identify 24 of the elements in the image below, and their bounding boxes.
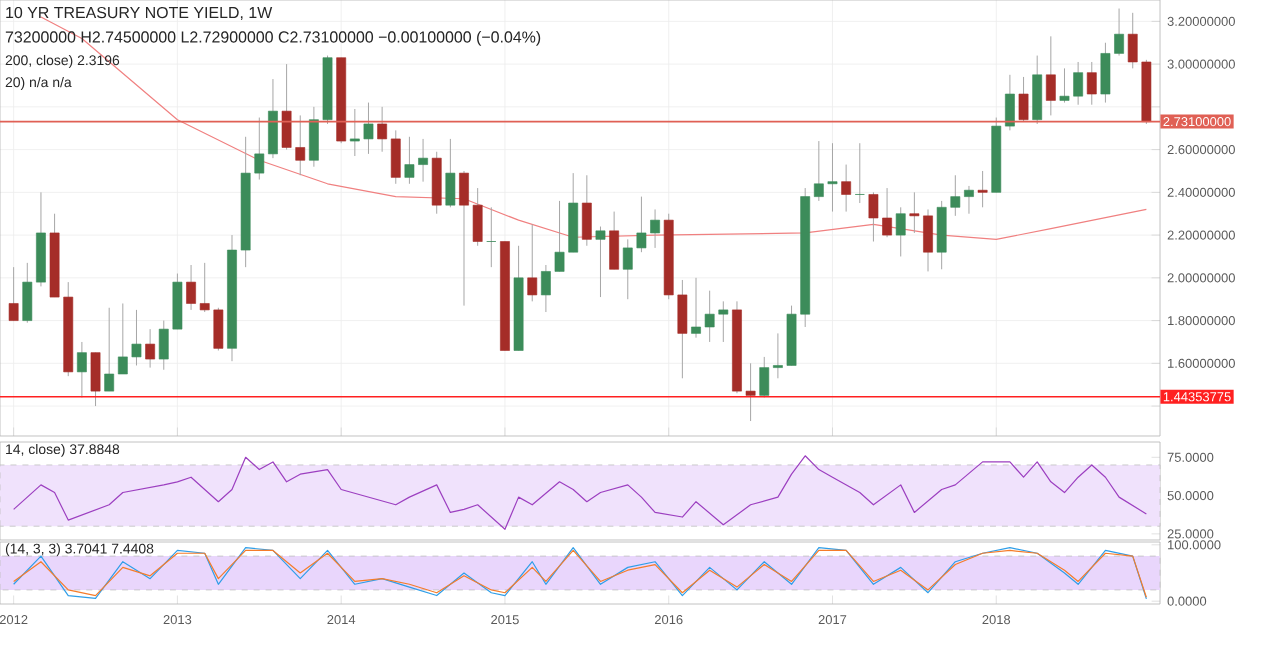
candlestick [1086,61,1097,106]
candlestick [445,138,456,208]
candlestick [977,170,988,208]
candlestick [90,352,101,407]
candlestick [77,341,87,399]
candlestick [595,226,606,298]
candlestick [1005,74,1015,131]
candlestick [527,223,538,302]
candlestick [377,106,388,153]
candlestick [581,174,592,247]
candlestick [609,211,620,270]
candlestick [841,164,852,213]
candlestick [1032,55,1043,125]
candlestick [145,328,155,369]
candlestick [1045,35,1056,116]
candlestick [895,206,906,257]
candlestick [759,356,770,399]
candlestick [431,151,442,215]
candlestick [486,206,497,268]
candlestick [8,266,19,322]
candlestick [854,142,865,204]
candlestick [390,129,401,185]
candlestick [104,307,115,392]
candlestick [1018,76,1029,123]
